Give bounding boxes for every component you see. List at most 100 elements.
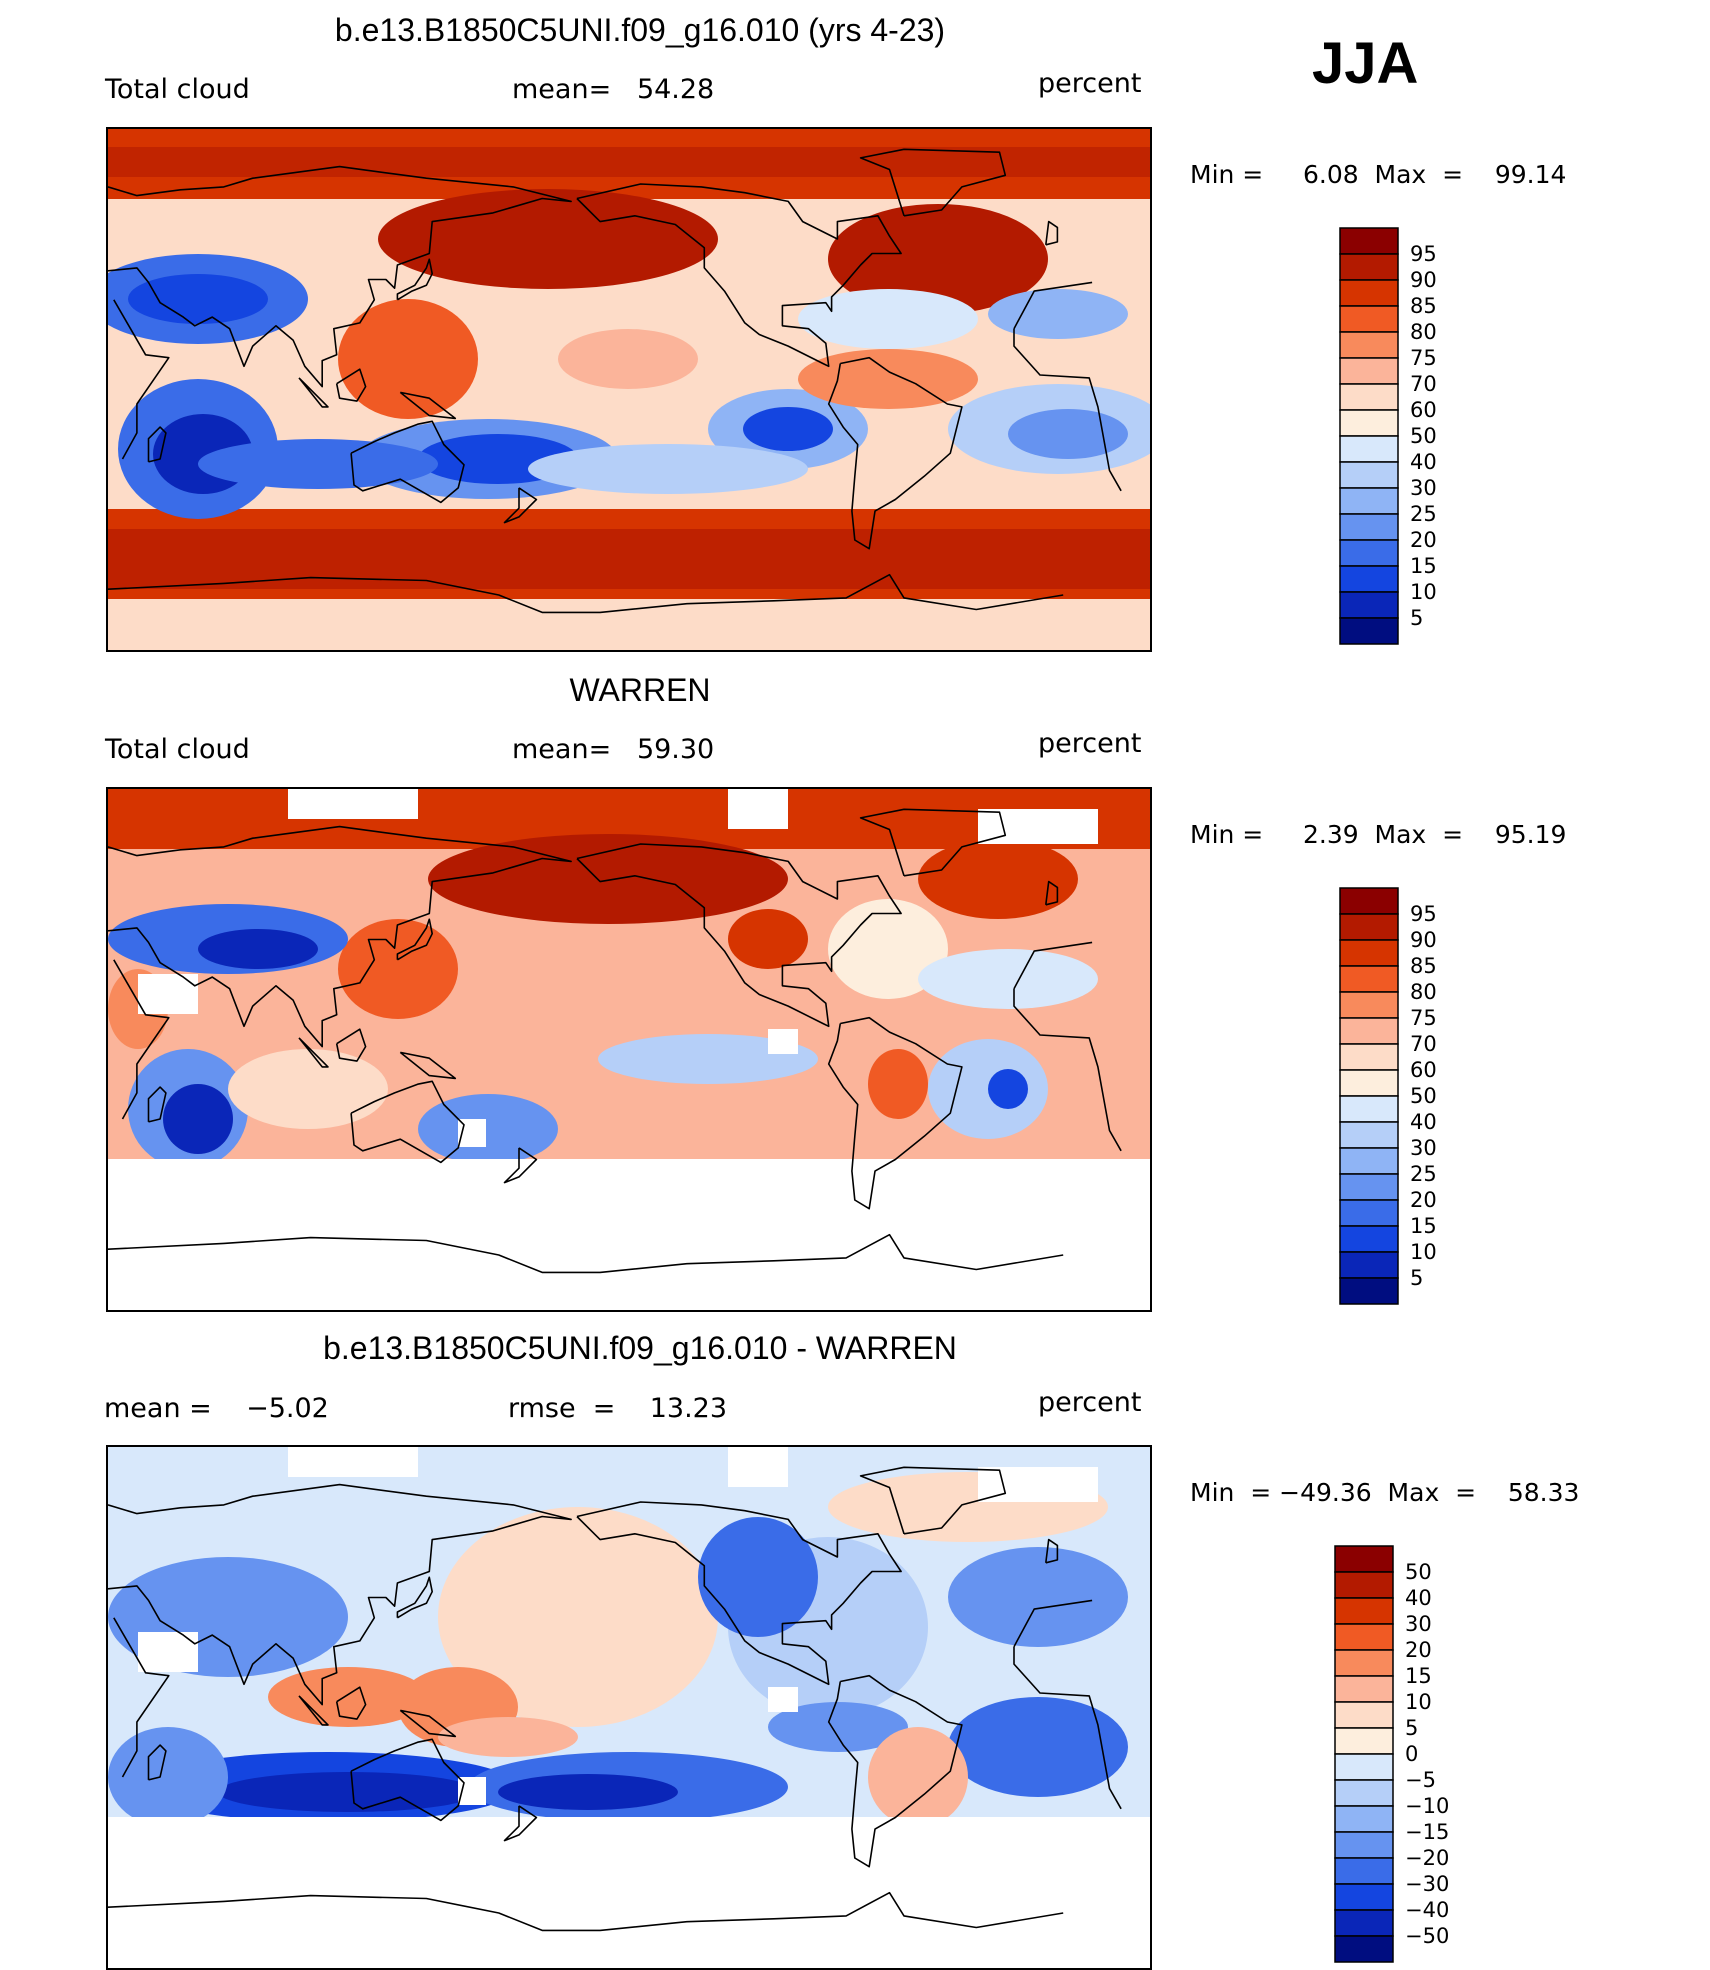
colorbar-box-11 <box>1339 1173 1399 1201</box>
colorbar-level-label: −50 <box>1405 1924 1449 1948</box>
colorbar-level-label: 70 <box>1410 372 1437 396</box>
colorbar-level-label: 20 <box>1405 1638 1432 1662</box>
colorbar-box-14 <box>1339 591 1399 619</box>
colorbar-box-4 <box>1334 1649 1394 1677</box>
colorbar-box-12 <box>1339 1199 1399 1227</box>
colorbar-level-label: 80 <box>1410 320 1437 344</box>
colorbar-box-2 <box>1334 1597 1394 1625</box>
colorbar-level-label: 0 <box>1405 1742 1418 1766</box>
colorbar-box-2 <box>1339 279 1399 307</box>
colorbar-box-8 <box>1339 1095 1399 1123</box>
colorbar-box-10 <box>1339 487 1399 515</box>
colorbar-box-1 <box>1339 253 1399 281</box>
panel2-mean: mean= 59.30 <box>512 734 715 765</box>
colorbar-box-10 <box>1339 1147 1399 1175</box>
panel2-units: percent <box>1038 728 1142 759</box>
colorbar-level-label: 10 <box>1410 1240 1437 1264</box>
colorbar-box-5 <box>1334 1675 1394 1703</box>
panel1-variable-label: Total cloud <box>105 74 250 105</box>
colorbar-level-label: 5 <box>1405 1716 1418 1740</box>
panel1-title: b.e13.B1850C5UNI.f09_g16.010 (yrs 4-23) <box>334 12 946 48</box>
colorbar-box-7 <box>1339 1069 1399 1097</box>
colorbar-level-label: 15 <box>1410 1214 1437 1238</box>
colorbar-box-5 <box>1339 1017 1399 1045</box>
colorbar-box-14 <box>1334 1909 1394 1937</box>
colorbar-level-label: 30 <box>1410 476 1437 500</box>
panel2-title: WARREN <box>569 672 711 708</box>
colorbar-box-13 <box>1334 1883 1394 1911</box>
colorbar-level-label: 10 <box>1405 1690 1432 1714</box>
colorbar-level-label: 90 <box>1410 268 1437 292</box>
colorbar-level-label: −30 <box>1405 1872 1449 1896</box>
colorbar-box-8 <box>1339 435 1399 463</box>
colorbar-box-6 <box>1334 1701 1394 1729</box>
colorbar-level-label: 75 <box>1410 1006 1437 1030</box>
colorbar-box-6 <box>1339 1043 1399 1071</box>
colorbar-level-label: 75 <box>1410 346 1437 370</box>
panel3-min-max: Min = −49.36 Max = 58.33 <box>1190 1478 1580 1507</box>
colorbar-box-11 <box>1339 513 1399 541</box>
colorbar-box-15 <box>1339 1277 1399 1305</box>
colorbar-level-label: 70 <box>1410 1032 1437 1056</box>
panel1-map <box>106 127 1152 652</box>
colorbar-box-3 <box>1334 1623 1394 1651</box>
panel3-title: b.e13.B1850C5UNI.f09_g16.010 - WARREN <box>323 1330 957 1366</box>
colorbar-level-label: 5 <box>1410 1266 1423 1290</box>
colorbar-level-label: −40 <box>1405 1898 1449 1922</box>
panel2-min-max: Min = 2.39 Max = 95.19 <box>1190 820 1567 849</box>
colorbar-level-label: 85 <box>1410 954 1437 978</box>
colorbar-level-label: 40 <box>1405 1586 1432 1610</box>
panel3-colorbar: 50 40 30 20 15 10 5 0 −5 −10 −15 −20 −30 −40 −50 <box>1334 1545 1455 1963</box>
colorbar-box-12 <box>1339 539 1399 567</box>
panel3-map-svg <box>108 1447 1150 1968</box>
panel1-map-svg <box>108 129 1150 650</box>
colorbar-box-0 <box>1334 1545 1394 1573</box>
colorbar-box-12 <box>1334 1857 1394 1885</box>
colorbar-box-3 <box>1339 305 1399 333</box>
colorbar-box-7 <box>1334 1727 1394 1755</box>
colorbar-level-label: −15 <box>1405 1820 1449 1844</box>
colorbar-level-label: 25 <box>1410 1162 1437 1186</box>
panel3-map <box>106 1445 1152 1970</box>
colorbar-box-0 <box>1339 227 1399 255</box>
panel2-map-svg <box>108 789 1150 1310</box>
colorbar-box-13 <box>1339 1225 1399 1253</box>
colorbar-box-11 <box>1334 1831 1394 1859</box>
colorbar-level-label: 15 <box>1405 1664 1432 1688</box>
colorbar-box-2 <box>1339 939 1399 967</box>
panel2-variable-label: Total cloud <box>105 734 250 765</box>
colorbar-box-0 <box>1339 887 1399 915</box>
colorbar-level-label: 95 <box>1410 902 1437 926</box>
colorbar-box-14 <box>1339 1251 1399 1279</box>
colorbar-level-label: 60 <box>1410 398 1437 422</box>
panel1-colorbar: 95 90 85 80 75 70 60 50 40 30 25 20 15 10 5 <box>1339 227 1460 645</box>
colorbar-level-label: −10 <box>1405 1794 1449 1818</box>
panel3-mean: mean = −5.02 <box>104 1393 329 1424</box>
colorbar-level-label: 40 <box>1410 1110 1437 1134</box>
colorbar-box-15 <box>1339 617 1399 645</box>
colorbar-level-label: 50 <box>1410 424 1437 448</box>
colorbar-level-label: 50 <box>1410 1084 1437 1108</box>
colorbar-box-13 <box>1339 565 1399 593</box>
colorbar-box-9 <box>1339 461 1399 489</box>
colorbar-level-label: 50 <box>1405 1560 1432 1584</box>
colorbar-level-label: 60 <box>1410 1058 1437 1082</box>
colorbar-box-9 <box>1339 1121 1399 1149</box>
colorbar-level-label: 5 <box>1410 606 1423 630</box>
colorbar-level-label: 20 <box>1410 528 1437 552</box>
colorbar-box-1 <box>1334 1571 1394 1599</box>
colorbar-level-label: 80 <box>1410 980 1437 1004</box>
colorbar-level-label: 15 <box>1410 554 1437 578</box>
colorbar-level-label: −5 <box>1405 1768 1436 1792</box>
colorbar-box-5 <box>1339 357 1399 385</box>
colorbar-box-8 <box>1334 1753 1394 1781</box>
colorbar-level-label: 85 <box>1410 294 1437 318</box>
panel3-rmse: rmse = 13.23 <box>508 1393 728 1424</box>
colorbar-box-15 <box>1334 1935 1394 1963</box>
season-label: JJA <box>1312 31 1419 96</box>
panel2-colorbar: 95 90 85 80 75 70 60 50 40 30 25 20 15 10 5 <box>1339 887 1460 1305</box>
colorbar-level-label: 40 <box>1410 450 1437 474</box>
colorbar-box-4 <box>1339 331 1399 359</box>
colorbar-box-10 <box>1334 1805 1394 1833</box>
colorbar-box-3 <box>1339 965 1399 993</box>
